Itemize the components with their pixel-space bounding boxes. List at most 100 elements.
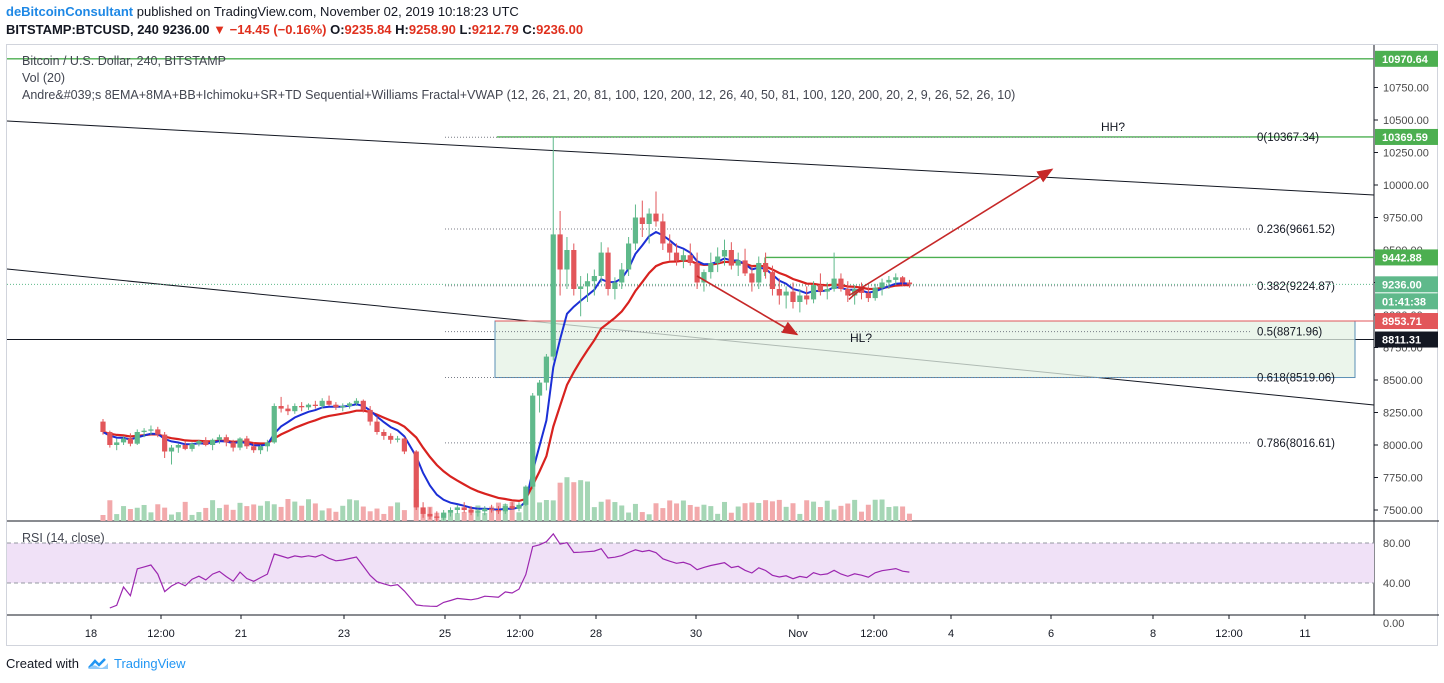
candle — [230, 439, 236, 452]
candle-body — [155, 429, 161, 435]
candle — [427, 507, 433, 520]
volume-bar — [578, 480, 584, 521]
candle-body — [845, 289, 851, 296]
volume-bar — [708, 506, 714, 521]
candle — [401, 437, 407, 455]
candle — [838, 273, 844, 292]
candle-body — [381, 432, 387, 436]
last-price: 9236.00 — [162, 22, 210, 37]
candle-body — [783, 291, 789, 296]
volume-bar — [237, 502, 243, 521]
candle-body — [468, 510, 474, 513]
candle — [216, 434, 223, 444]
candle-body — [612, 282, 618, 289]
candle-body — [591, 276, 597, 282]
time-tick-label: 12:00 — [860, 628, 888, 640]
chart-panel[interactable]: 10750.00 10500.00 10250.00 10000.00 9750.00 9… — [6, 44, 1439, 647]
price-tag-timer: 01:41:38 — [1375, 293, 1438, 310]
candle-body — [196, 441, 202, 444]
candle — [127, 433, 133, 447]
candle — [251, 442, 257, 453]
candle — [237, 437, 243, 451]
candle-body — [626, 243, 632, 270]
candle — [673, 243, 680, 266]
volume-bar — [632, 503, 638, 521]
volume-bar — [292, 501, 298, 521]
candle — [413, 450, 419, 510]
candle — [530, 393, 536, 490]
candle-body — [489, 508, 495, 510]
candle-body — [865, 292, 871, 299]
candle-body — [367, 409, 373, 422]
time-tick-label: 23 — [338, 628, 350, 640]
volume-bar — [838, 505, 844, 521]
candle-body — [523, 486, 529, 505]
candle — [210, 438, 216, 451]
volume-bar — [817, 507, 823, 521]
candle — [353, 398, 360, 406]
time-tick-label: 12:00 — [1215, 628, 1243, 640]
candle-body — [749, 273, 755, 283]
time-tick-label: 12:00 — [147, 628, 175, 640]
candle — [420, 502, 426, 518]
candle — [653, 191, 659, 227]
volume-bar — [797, 513, 803, 521]
candle-body — [817, 285, 823, 292]
volume-bar — [550, 500, 556, 521]
candle — [468, 506, 474, 516]
price-tag-label: 9236.00 — [1382, 279, 1422, 291]
candle-body — [557, 234, 563, 270]
candle — [790, 282, 796, 309]
candle — [543, 354, 549, 391]
legend-volume: Vol (20) — [22, 71, 66, 85]
price-tag-label: 8953.71 — [1382, 316, 1422, 328]
candle — [441, 510, 447, 521]
volume-bar — [401, 510, 407, 521]
author-name[interactable]: deBitcoinConsultant — [6, 4, 134, 19]
candle — [591, 269, 597, 296]
candle-body — [388, 435, 394, 440]
volume-bar — [353, 500, 359, 521]
candle — [906, 279, 913, 288]
candle-body — [127, 438, 133, 444]
price-tag-bg — [1375, 331, 1438, 348]
rsi-band — [7, 543, 1374, 583]
volume-bar — [216, 508, 222, 521]
candle — [749, 265, 755, 292]
volume-bar — [530, 475, 536, 521]
candle-body — [550, 234, 556, 357]
price-chart-svg[interactable]: 10750.00 10500.00 10250.00 10000.00 9750.00 9… — [7, 45, 1439, 647]
volume-bar — [388, 506, 394, 521]
candle-body — [687, 255, 693, 263]
candle-body — [530, 395, 536, 487]
tradingview-brand[interactable]: TradingView — [114, 656, 186, 671]
candle-body — [223, 437, 229, 443]
candle-body — [141, 430, 147, 432]
candle — [694, 252, 700, 289]
volume-bar — [196, 512, 202, 521]
candle-body — [305, 404, 312, 408]
candle-body — [578, 286, 584, 289]
annotation-hl: HL? — [850, 331, 872, 345]
open-value: 9235.84 — [344, 22, 392, 37]
volume-bar — [612, 502, 618, 521]
candle — [715, 247, 721, 273]
volume-bar — [360, 506, 366, 521]
price-tags: 10970.64 10369.59 9442.88 9236.00 01:41:38 89… — [1375, 50, 1438, 348]
candle — [100, 419, 106, 435]
fib-level-label: 0.236(9661.52) — [1257, 224, 1335, 236]
candle-body — [394, 438, 401, 440]
volume-bar — [687, 505, 693, 521]
candle-body — [413, 451, 419, 508]
candle — [626, 237, 632, 276]
price-tag-label: 01:41:38 — [1382, 296, 1426, 308]
volume-bar — [523, 500, 529, 521]
tradingview-logo-icon — [87, 658, 108, 669]
volume-bar — [660, 508, 666, 521]
candle — [742, 248, 748, 276]
candle-body — [509, 506, 515, 509]
candle — [776, 278, 782, 305]
candle-body — [271, 406, 277, 443]
candle — [523, 485, 529, 507]
fib-levels: 0(10367.34) 0.236(9661.52) 0.382(9224.87) 0… — [445, 132, 1335, 450]
